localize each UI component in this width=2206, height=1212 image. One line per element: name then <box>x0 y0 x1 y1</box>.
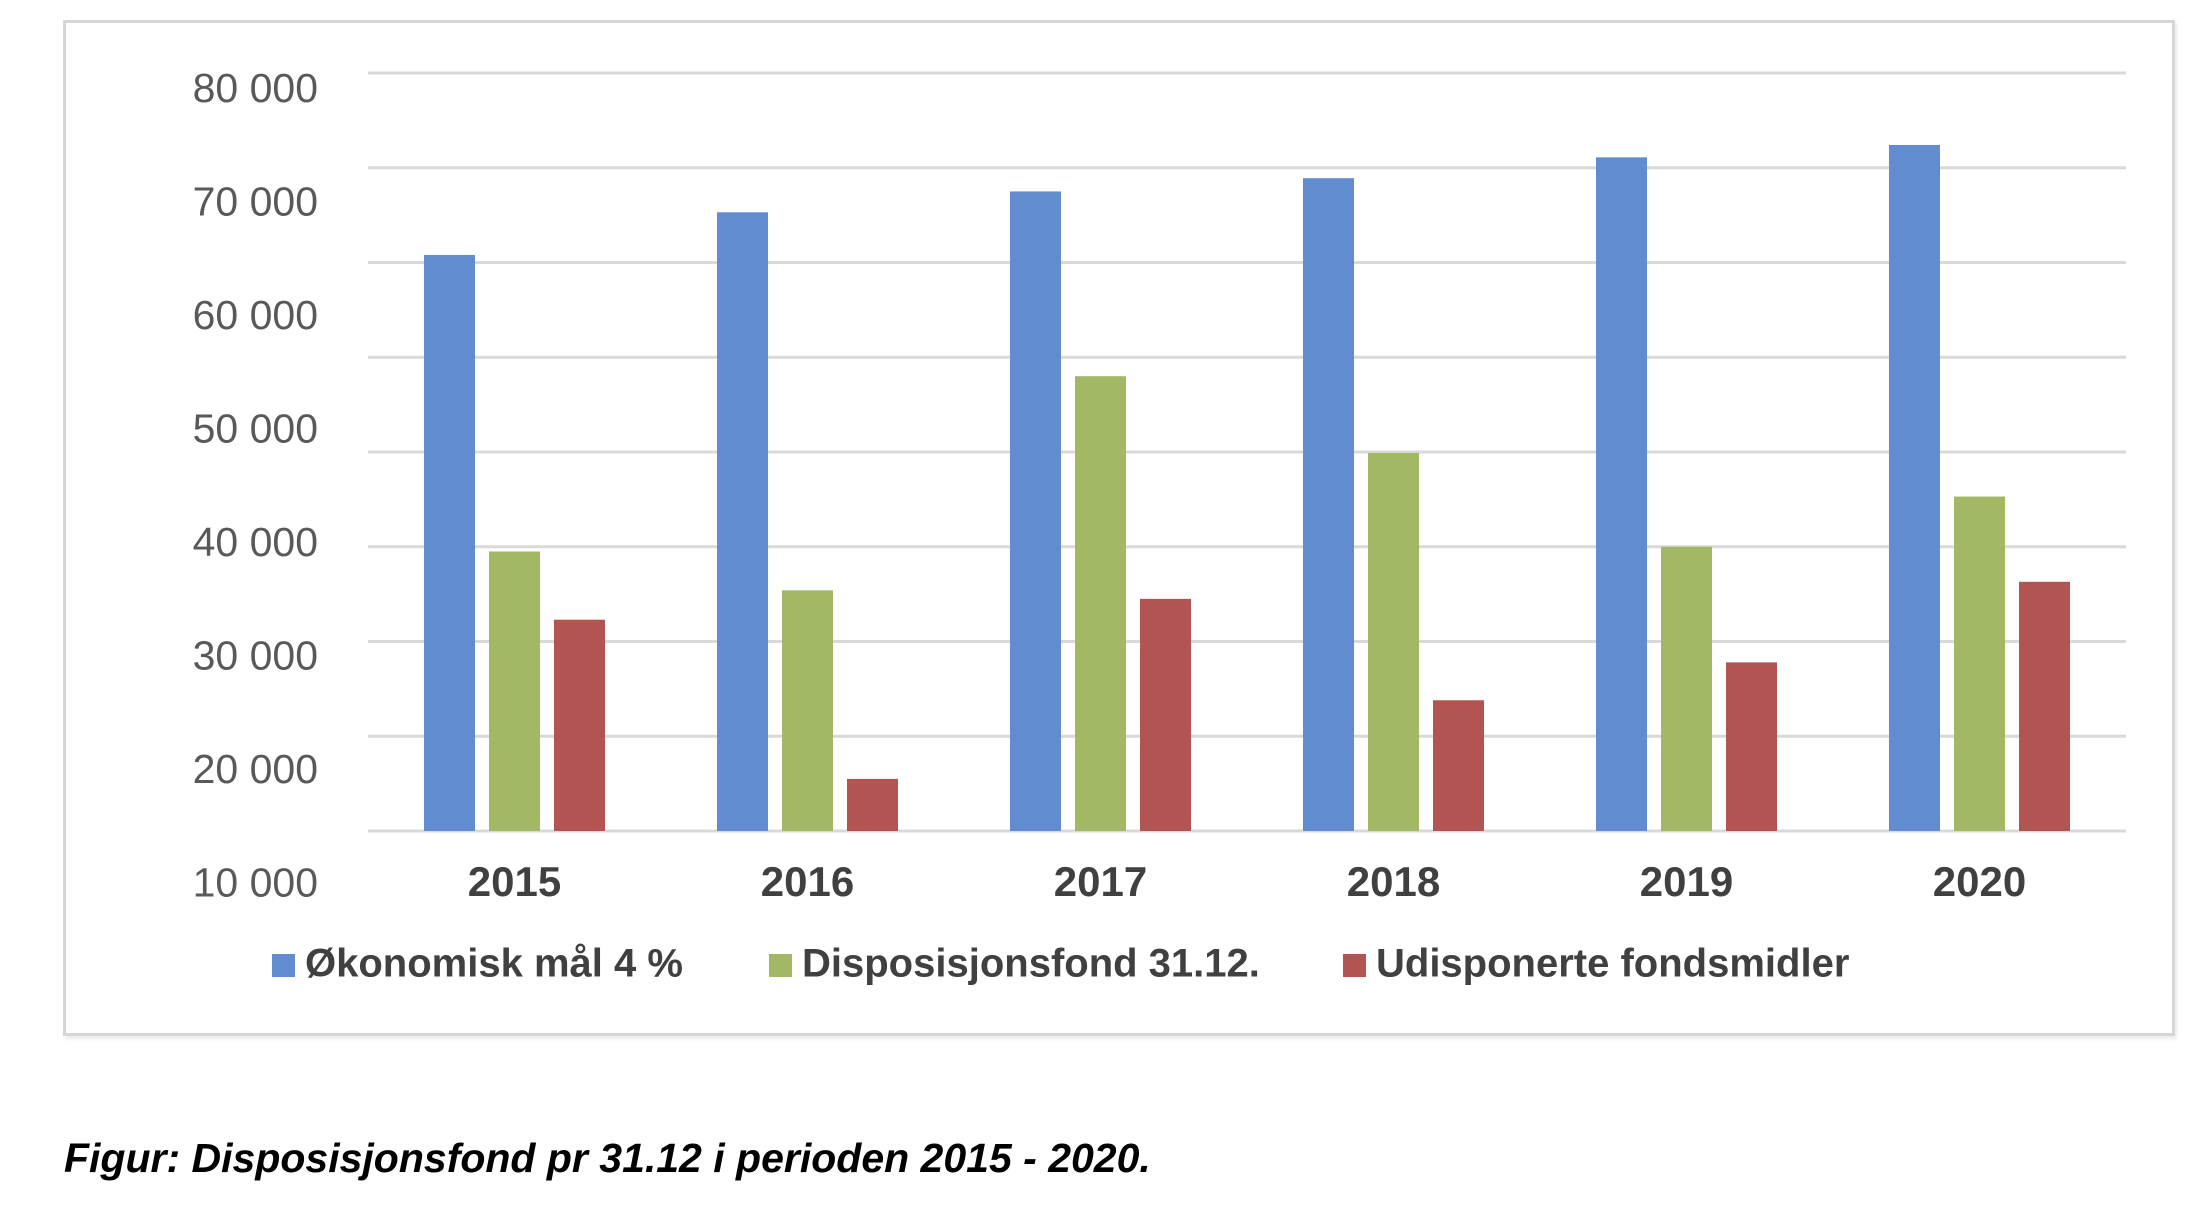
legend-item: Udisponerte fondsmidler <box>1343 942 1849 986</box>
bar-disposisjonsfond-2020 <box>1954 496 2005 831</box>
bar-okonomisk-mal-2019 <box>1596 157 1647 831</box>
bar-udisponerte-2019 <box>1726 662 1777 831</box>
legend-swatch <box>1343 954 1366 977</box>
bar-disposisjonsfond-2018 <box>1368 452 1419 831</box>
y-tick-label: 30 000 <box>193 632 318 678</box>
y-tick-label: 70 000 <box>193 178 318 224</box>
legend-label: Udisponerte fondsmidler <box>1376 942 1849 986</box>
legend-item: Disposisjonsfond 31.12. <box>769 942 1260 986</box>
figure-caption: Figur: Disposisjonsfond pr 31.12 i perio… <box>64 1135 1151 1181</box>
bar-udisponerte-2015 <box>554 619 605 831</box>
y-tick-label: 10 000 <box>193 859 318 905</box>
bar-udisponerte-2016 <box>847 778 898 831</box>
bar-okonomisk-mal-2015 <box>424 254 475 832</box>
y-tick-label: 40 000 <box>193 519 318 565</box>
y-tick-label: 20 000 <box>193 746 318 792</box>
bar-udisponerte-2018 <box>1433 700 1484 831</box>
legend-label: Økonomisk mål 4 % <box>305 942 683 986</box>
legend-swatch <box>272 954 295 977</box>
bar-okonomisk-mal-2016 <box>717 212 768 832</box>
x-tick-label: 2016 <box>761 858 854 905</box>
chart-frame: 80 000 70 000 60 000 50 000 40 000 30 000 20 0… <box>63 20 2175 1036</box>
bar-okonomisk-mal-2017 <box>1010 191 1061 831</box>
y-tick-label: 80 000 <box>193 65 318 111</box>
legend-swatch <box>769 954 792 977</box>
y-tick-label: 60 000 <box>193 292 318 338</box>
bar-disposisjonsfond-2016 <box>782 590 833 831</box>
x-tick-label: 2018 <box>1347 858 1440 905</box>
legend-label: Disposisjonsfond 31.12. <box>802 942 1260 986</box>
bar-chart: 80 000 70 000 60 000 50 000 40 000 30 000 20 0… <box>193 65 2126 986</box>
x-tick-label: 2019 <box>1640 858 1733 905</box>
x-tick-label: 2017 <box>1054 858 1147 905</box>
bar-okonomisk-mal-2018 <box>1303 178 1354 832</box>
x-tick-label: 2020 <box>1933 858 2026 905</box>
legend-item: Økonomisk mål 4 % <box>272 942 683 986</box>
y-tick-label: 50 000 <box>193 405 318 451</box>
bar-disposisjonsfond-2017 <box>1075 376 1126 831</box>
x-tick-label: 2015 <box>468 858 561 905</box>
bar-okonomisk-mal-2020 <box>1889 145 1940 831</box>
bar-disposisjonsfond-2015 <box>489 551 540 831</box>
bar-udisponerte-2017 <box>1140 598 1191 831</box>
bar-disposisjonsfond-2019 <box>1661 546 1712 831</box>
bar-udisponerte-2020 <box>2019 581 2070 831</box>
